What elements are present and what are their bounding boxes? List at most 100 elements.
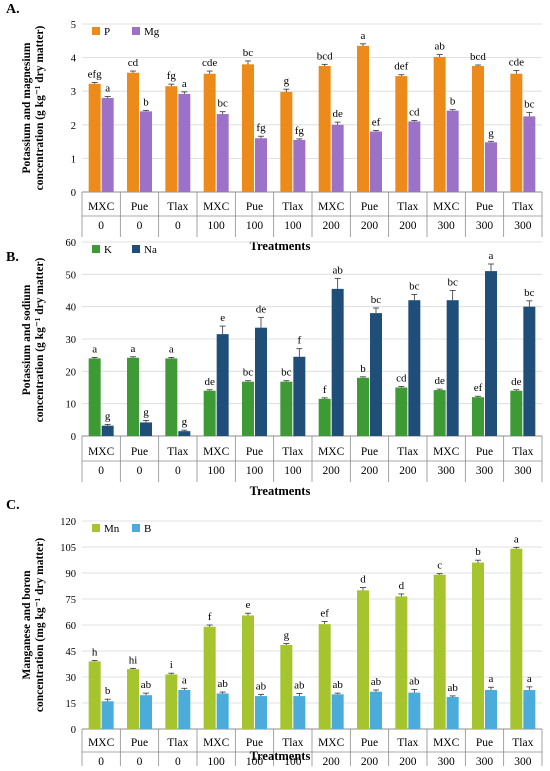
y-tick-label: 3 [71,87,76,98]
dose-label: 200 [361,465,379,477]
bar-k [433,390,446,436]
significance-label: a [361,30,366,42]
dose-label: 0 [137,756,143,766]
dose-label: 0 [98,756,104,766]
bar-mn [433,574,446,729]
significance-label: ab [332,265,343,277]
x-tick-label: Pue [476,201,493,213]
significance-label: a [182,78,187,90]
bar-p [88,83,101,192]
dose-label: 100 [284,220,302,232]
panel-label: B. [6,250,19,265]
x-tick-label: Pue [131,446,148,458]
chart-panel-3: C. Manganese and boronconcentration (mg k… [6,498,543,771]
bar-na [216,334,229,436]
panel-label: A. [6,2,20,17]
bar-mn [88,661,101,729]
significance-label: a [182,674,187,686]
legend-label: P [104,26,110,38]
dose-label: 200 [323,220,341,232]
legend-swatch [132,27,140,35]
bar-b [408,692,421,729]
x-tick-label: Tlax [282,737,303,749]
bar-k [203,390,216,436]
bar-p [165,86,178,192]
significance-label: ab [447,682,458,694]
significance-label: ef [474,382,483,394]
significance-label: cde [509,56,524,68]
significance-label: fg [167,70,177,82]
y-tick-label: 105 [60,543,76,554]
x-tick-label: Pue [246,446,263,458]
y-tick-label: 0 [71,188,76,199]
bar-b [293,696,306,729]
dose-label: 0 [98,465,104,477]
bar-p [510,73,523,192]
significance-label: g [284,630,290,642]
significance-label: hi [129,654,138,666]
dose-label: 300 [438,756,456,766]
significance-label: a [169,343,174,355]
significance-label: bc [524,287,535,299]
significance-label: b [475,546,481,558]
y-tick-label: 45 [66,647,77,658]
significance-label: f [297,335,301,347]
dose-label: 100 [208,465,226,477]
chart-panel-1: A.Potassium and magnesiumconcentration (… [6,2,543,253]
significance-label: bc [447,277,458,289]
y-tick-label: 4 [71,54,77,65]
significance-label: g [488,127,494,139]
bar-na [178,431,191,436]
bar-mg [255,138,267,192]
significance-label: e [246,599,251,611]
x-tick-label: Tlax [282,201,303,213]
legend-swatch [132,245,140,253]
bar-k [357,377,369,436]
x-tick-label: MXC [318,446,345,458]
significance-label: a [489,673,494,685]
dose-label: 200 [323,756,341,766]
x-tick-label: MXC [433,201,460,213]
significance-label: def [394,61,408,73]
dose-label: 200 [361,756,379,766]
bar-p [395,76,408,192]
x-tick-label: Pue [246,201,263,213]
significance-label: bc [243,367,254,379]
bar-mn [395,596,408,729]
significance-label: a [131,343,136,355]
bar-p [318,66,331,192]
y-tick-label: 50 [66,270,77,281]
bar-b [101,701,114,729]
bar-na [331,288,344,436]
dose-label: 0 [98,220,104,232]
bar-mn [510,548,523,729]
bar-na [408,300,421,436]
significance-label: ab [409,675,420,687]
significance-label: ef [320,608,329,620]
bar-mn [472,562,484,729]
dose-label: 0 [175,220,181,232]
dose-label: 300 [476,465,494,477]
dose-label: 300 [514,756,532,766]
significance-label: ab [332,679,343,691]
y-tick-label: 10 [66,400,77,411]
significance-label: g [105,410,111,422]
bar-b [331,694,344,729]
significance-label: ab [434,41,445,53]
significance-label: c [437,560,442,572]
y-axis-title: Potassium and magnesiumconcentration (g … [21,25,46,190]
dose-label: 300 [476,756,494,766]
legend-swatch [132,524,140,532]
significance-label: g [182,416,188,428]
x-tick-label: Tlax [512,201,533,213]
significance-label: a [105,83,110,95]
x-tick-label: MXC [203,446,230,458]
x-tick-label: Pue [361,201,378,213]
y-tick-label: 1 [71,154,76,165]
x-tick-label: Tlax [167,737,188,749]
dose-label: 100 [246,465,264,477]
x-tick-label: MXC [88,446,115,458]
dose-label: 100 [208,756,226,766]
x-tick-label: Pue [246,737,263,749]
